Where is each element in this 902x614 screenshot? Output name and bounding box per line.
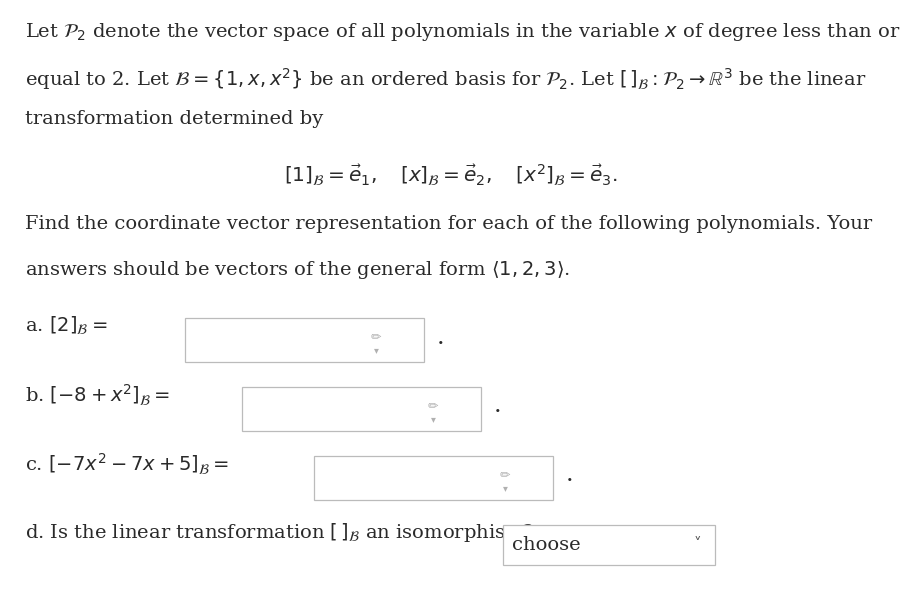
Text: b. $[-8 + x^2]_\mathcal{B} =$: b. $[-8 + x^2]_\mathcal{B} =$ xyxy=(25,383,170,408)
Text: ˅: ˅ xyxy=(694,537,701,553)
Text: ✏: ✏ xyxy=(371,332,382,344)
Text: .: . xyxy=(493,394,501,418)
Text: answers should be vectors of the general form $\langle 1, 2, 3\rangle$.: answers should be vectors of the general… xyxy=(25,259,570,281)
Text: ✏: ✏ xyxy=(428,400,438,413)
Text: ▾: ▾ xyxy=(430,414,436,424)
Text: a. $[2]_\mathcal{B} =$: a. $[2]_\mathcal{B} =$ xyxy=(25,314,107,336)
Text: ✏: ✏ xyxy=(500,469,511,482)
FancyBboxPatch shape xyxy=(314,456,553,500)
Text: ▾: ▾ xyxy=(373,345,379,356)
Text: equal to 2. Let $\mathcal{B} = \{1, x, x^2\}$ be an ordered basis for $\mathcal{: equal to 2. Let $\mathcal{B} = \{1, x, x… xyxy=(25,66,867,91)
Text: .: . xyxy=(566,463,573,486)
Text: ▾: ▾ xyxy=(502,483,508,493)
Text: .: . xyxy=(437,325,444,349)
Text: choose: choose xyxy=(512,536,581,554)
FancyBboxPatch shape xyxy=(185,318,424,362)
FancyBboxPatch shape xyxy=(503,525,715,565)
Text: c. $[-7x^2 - 7x + 5]_\mathcal{B} =$: c. $[-7x^2 - 7x + 5]_\mathcal{B} =$ xyxy=(25,452,229,477)
Text: $[1]_\mathcal{B} = \vec{e}_1, \quad [x]_\mathcal{B} = \vec{e}_2, \quad [x^2]_\ma: $[1]_\mathcal{B} = \vec{e}_1, \quad [x]_… xyxy=(284,163,618,188)
Text: d. Is the linear transformation $[\,]_\mathcal{B}$ an isomorphism?: d. Is the linear transformation $[\,]_\m… xyxy=(25,521,535,543)
Text: Let $\mathcal{P}_2$ denote the vector space of all polynomials in the variable $: Let $\mathcal{P}_2$ denote the vector sp… xyxy=(25,21,901,44)
FancyBboxPatch shape xyxy=(242,387,481,431)
Text: Find the coordinate vector representation for each of the following polynomials.: Find the coordinate vector representatio… xyxy=(25,215,872,233)
Text: transformation determined by: transformation determined by xyxy=(25,110,324,128)
